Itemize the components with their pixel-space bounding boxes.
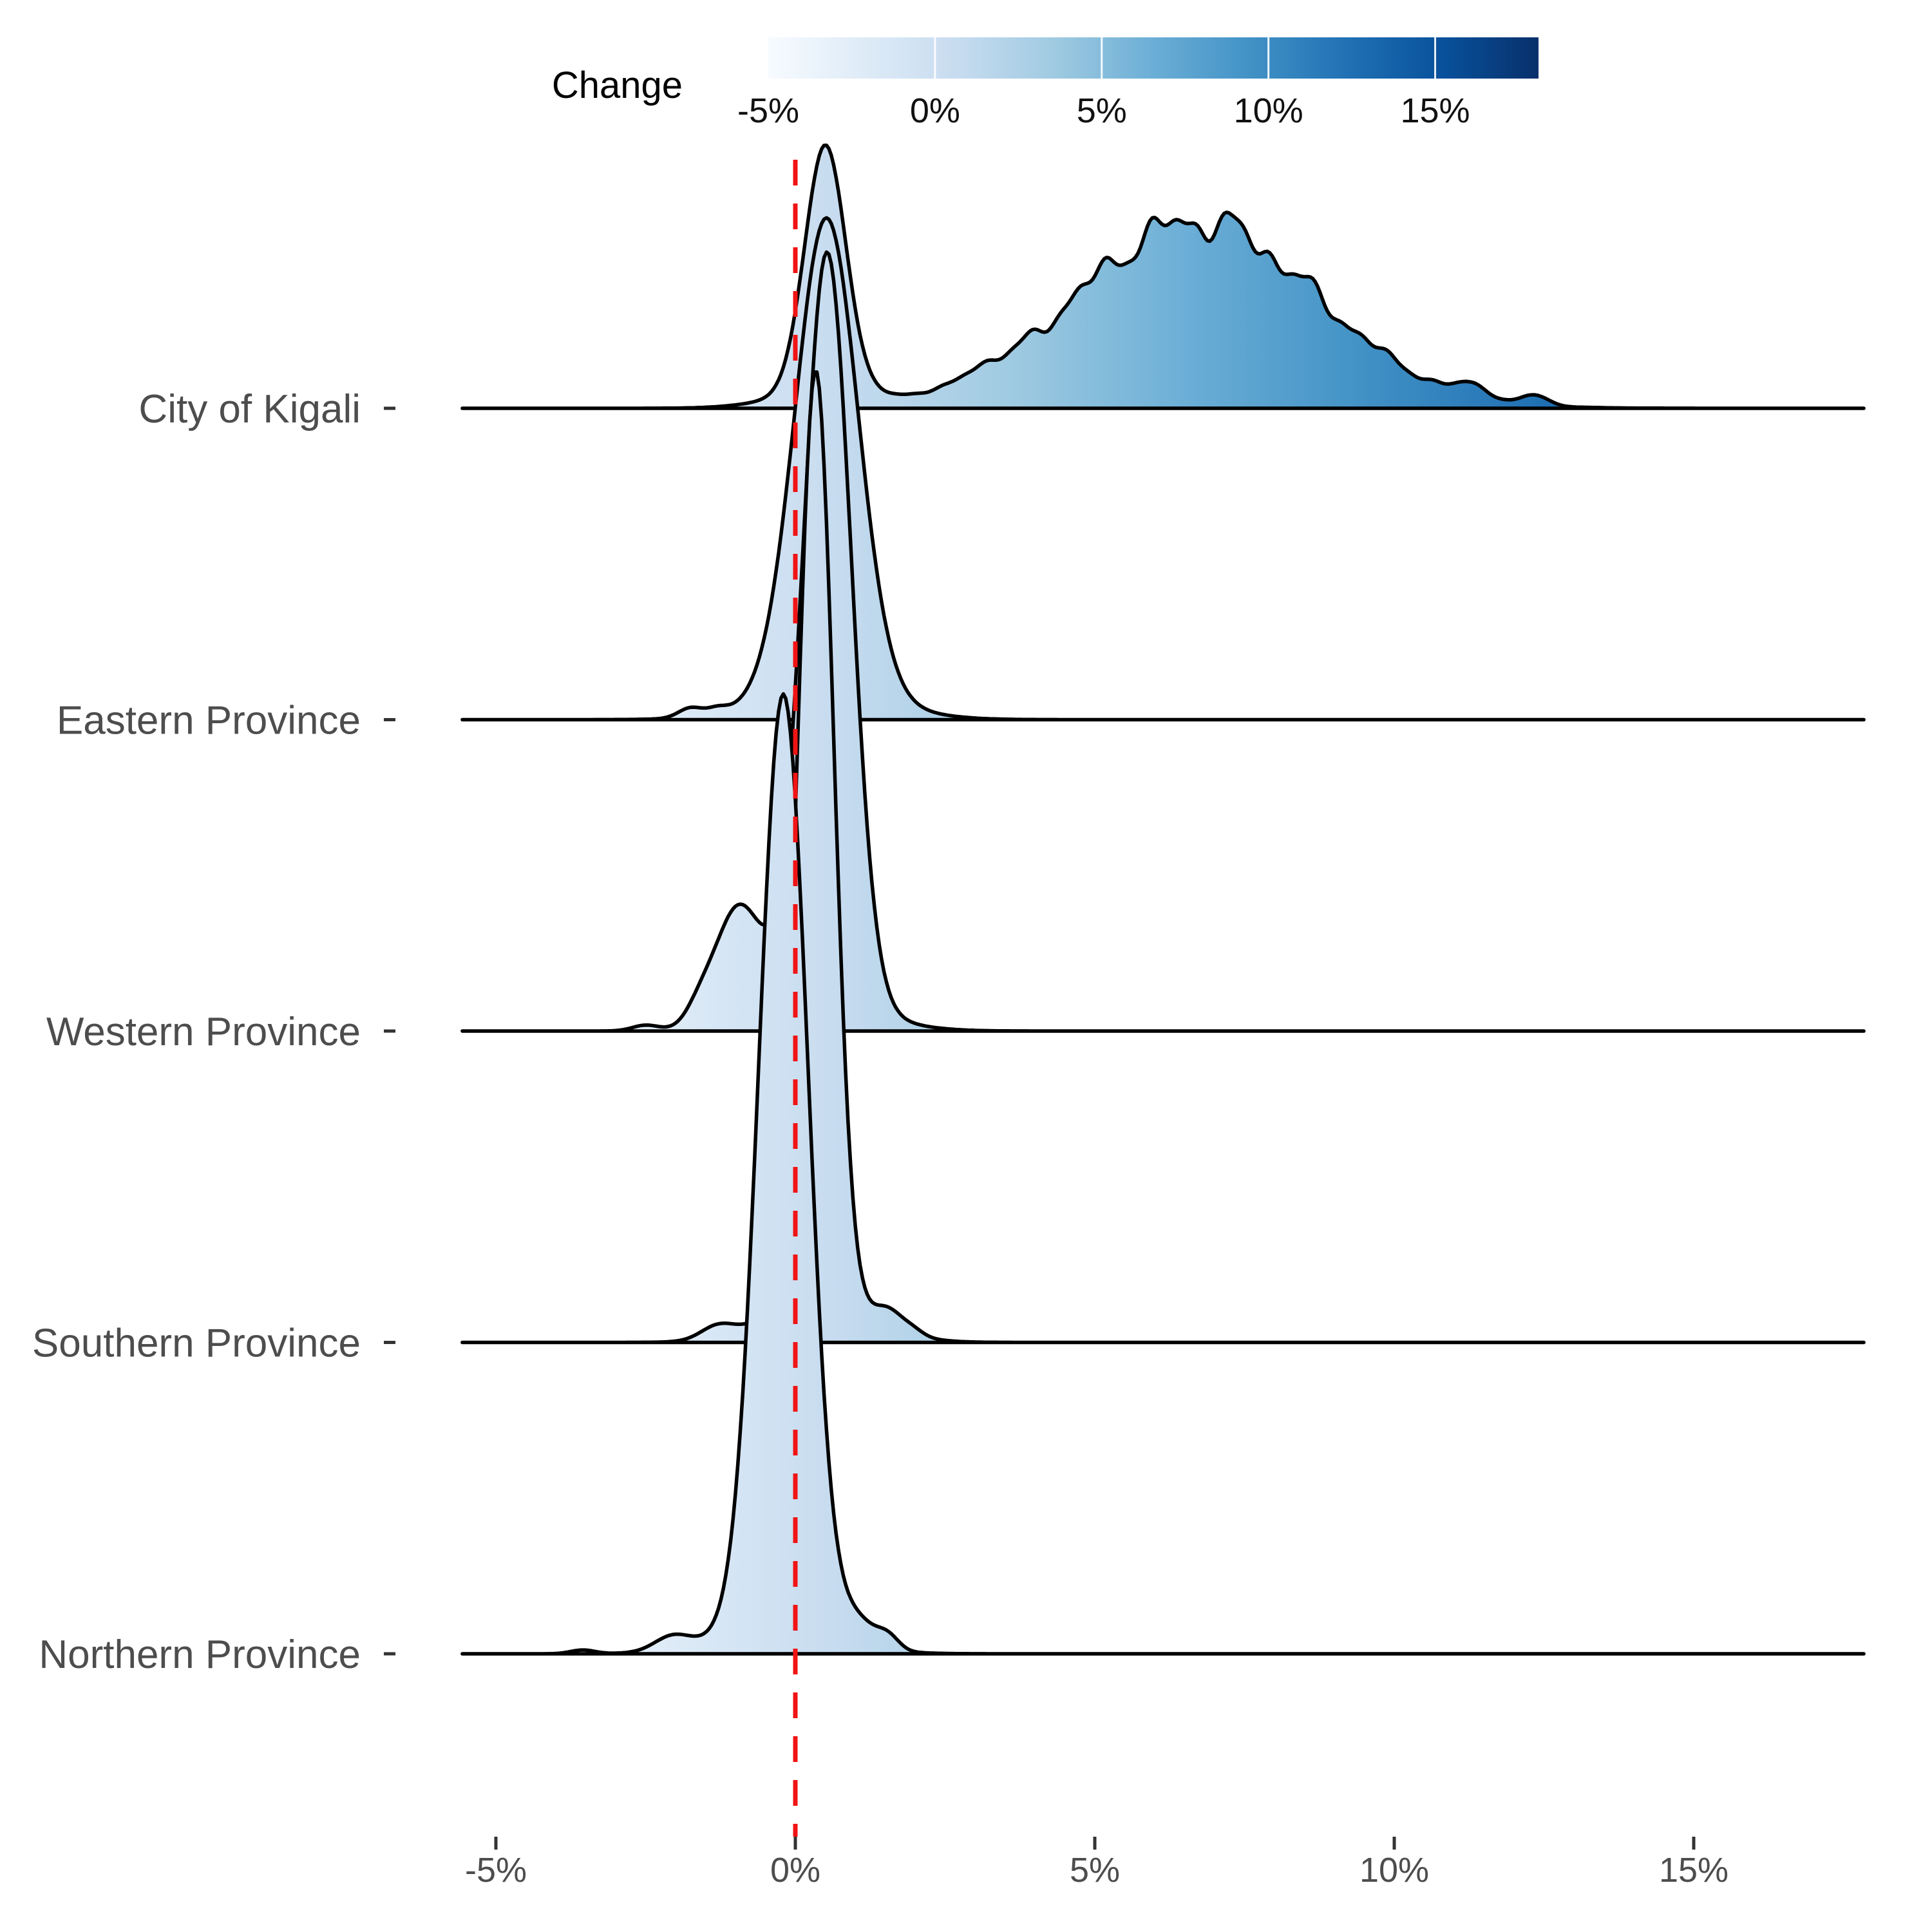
x-tick-label: 5% bbox=[1070, 1851, 1120, 1889]
density-northern-province bbox=[460, 692, 1866, 1656]
y-label-western-province: Western Province bbox=[46, 1010, 361, 1054]
legend-gradient-bar bbox=[768, 37, 1539, 79]
legend-tick-label: 10% bbox=[1234, 91, 1303, 130]
legend-tick-label: 5% bbox=[1077, 91, 1127, 130]
x-tick-label: -5% bbox=[465, 1851, 527, 1889]
x-tick-label: 10% bbox=[1359, 1851, 1429, 1889]
density-southern-province bbox=[460, 370, 1866, 1345]
y-label-northern-province: Northern Province bbox=[39, 1633, 361, 1677]
y-label-southern-province: Southern Province bbox=[32, 1321, 361, 1366]
density-city-of-kigali bbox=[460, 143, 1866, 410]
x-tick-label: 0% bbox=[770, 1851, 820, 1889]
legend-tick-label: 0% bbox=[910, 91, 960, 130]
legend-tick-label: 15% bbox=[1400, 91, 1470, 130]
legend-tick-label: -5% bbox=[737, 91, 799, 130]
y-label-city-of-kigali: City of Kigali bbox=[138, 387, 361, 431]
legend-title: Change bbox=[551, 64, 683, 106]
x-tick-label: 15% bbox=[1659, 1851, 1728, 1889]
y-label-eastern-province: Eastern Province bbox=[57, 699, 361, 743]
